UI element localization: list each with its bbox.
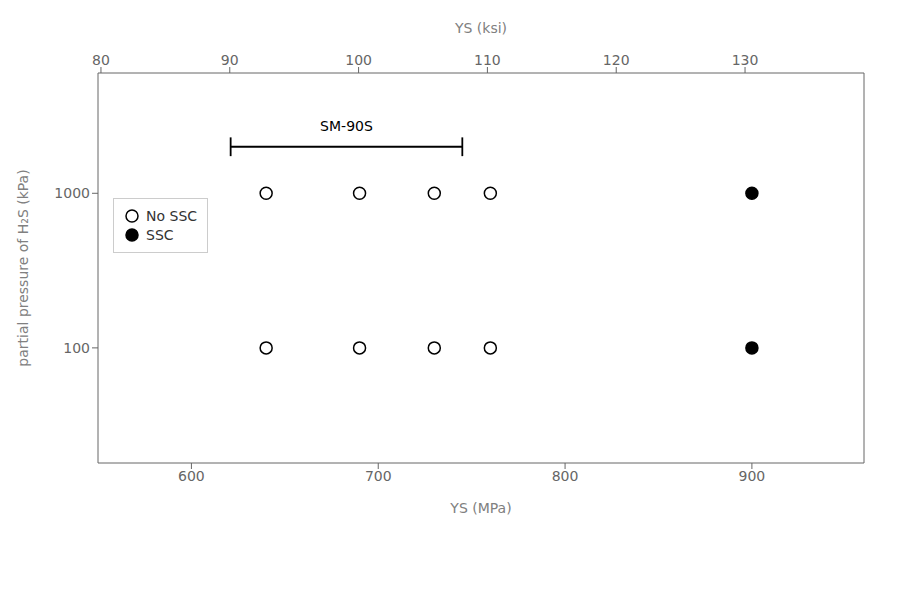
svg-text:600: 600 (178, 468, 205, 484)
svg-text:partial pressure of H₂S (kPa): partial pressure of H₂S (kPa) (15, 169, 31, 366)
svg-text:100: 100 (63, 340, 90, 356)
html-text:No SSC: No SSC (146, 208, 197, 224)
svg-text:YS (MPa): YS (MPa) (449, 500, 511, 516)
svg-text:130: 130 (732, 52, 759, 68)
svg-text:120: 120 (603, 52, 630, 68)
svg-text:SM-90S: SM-90S (320, 118, 373, 134)
svg-text:YS (ksi): YS (ksi) (454, 20, 507, 36)
svg-text:1000: 1000 (54, 185, 90, 201)
html-text:SSC: SSC (146, 227, 174, 243)
svg-text:800: 800 (552, 468, 579, 484)
svg-text:110: 110 (474, 52, 501, 68)
svg-text:90: 90 (221, 52, 239, 68)
svg-text:700: 700 (365, 468, 392, 484)
svg-text:100: 100 (345, 52, 372, 68)
svg-text:900: 900 (739, 468, 766, 484)
svg-text:80: 80 (92, 52, 110, 68)
